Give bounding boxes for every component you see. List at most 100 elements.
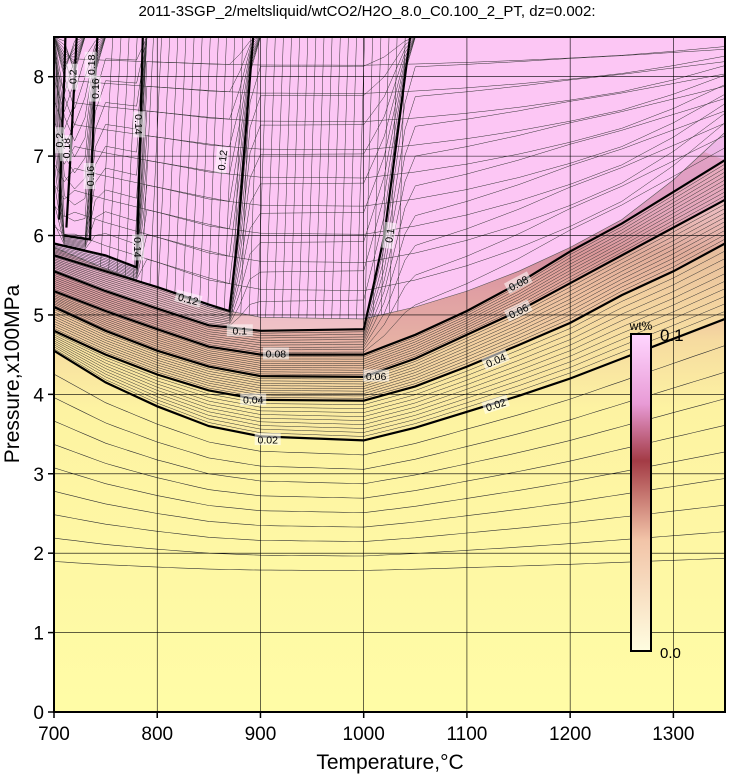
contour-label-group: 0.2: [54, 127, 66, 154]
contour-0_14: [54, 37, 144, 269]
contour-label-group: 0.16: [83, 163, 97, 189]
minor-contour: [54, 37, 725, 320]
x-tick-label: 1100: [446, 724, 487, 745]
minor-contour: [54, 221, 725, 390]
x-tick-label: 1300: [652, 724, 694, 745]
minor-contour: [54, 49, 725, 334]
colorbar-min-label: 0.0: [660, 645, 681, 662]
band-0.04: [54, 199, 725, 401]
contour-label: 0.06: [366, 371, 387, 383]
minor-contour: [54, 425, 725, 499]
minor-contour: [158, 37, 170, 288]
minor-contour: [54, 296, 725, 429]
minor-contour: [273, 37, 284, 318]
minor-contour: [380, 37, 390, 315]
contour-label: 0.18: [86, 54, 98, 75]
minor-contour: [54, 171, 725, 362]
minor-contour: [323, 37, 333, 319]
contour-0_18: [65, 37, 78, 228]
minor-contour: [54, 37, 725, 279]
minor-contour: [54, 191, 725, 373]
minor-contour: [339, 37, 349, 319]
contour-label-group: 0.02: [254, 433, 281, 446]
contour-label-bg: [481, 349, 510, 371]
y-tick-label: 0: [33, 703, 44, 724]
y-tick-label: 6: [33, 227, 44, 248]
minor-contour: [199, 37, 211, 304]
minor-contour: [298, 37, 309, 318]
contour-label-group: 0.18: [84, 51, 98, 78]
y-tick-label: 4: [33, 385, 44, 406]
contour-0_04: [54, 242, 725, 402]
minor-contour: [54, 212, 725, 385]
minor-contour: [54, 179, 725, 367]
contour-label-group: 0.12: [214, 146, 230, 174]
colorbar-unit: wt%: [629, 319, 653, 333]
contour-0_1: [54, 37, 412, 332]
minor-contour: [248, 37, 260, 316]
minor-contour: [100, 37, 114, 267]
contour-label-bg: [363, 369, 390, 382]
minor-contour: [54, 163, 725, 358]
minor-contour: [54, 37, 725, 315]
contour-label-group: 0.14: [132, 111, 146, 138]
y-tick-label: 5: [33, 306, 44, 327]
x-axis-ticks: 700 800 900 1000 1100 1200 1300: [38, 712, 695, 745]
minor-contour: [54, 84, 725, 179]
minor-contour: [54, 238, 725, 399]
minor-contour: [54, 183, 725, 369]
contour-label-bg: [254, 433, 281, 446]
y-tick-label: 3: [33, 465, 44, 486]
contour-label-bg: [133, 111, 146, 138]
contour-label-bg: [54, 127, 65, 154]
contour-label-group: 0.14: [131, 234, 145, 261]
colorbar-max-label: 0.1: [660, 326, 684, 345]
minor-contour: [314, 37, 325, 319]
minor-contour: [364, 37, 373, 319]
minor-contour: [54, 250, 725, 405]
minor-contour: [191, 37, 203, 301]
contour-label-bg: [381, 221, 397, 250]
minor-contour: [54, 175, 725, 364]
minor-contour: [54, 37, 725, 317]
minor-contour: [174, 37, 187, 294]
contour-label-group: 0.06: [363, 369, 390, 383]
contour-label: 0.1: [232, 326, 247, 338]
contour-0_06: [54, 198, 725, 379]
minor-contour: [54, 303, 725, 433]
minor-contour: [54, 122, 725, 291]
minor-contour: [224, 37, 235, 311]
minor-contour: [306, 37, 317, 319]
contour-label-group: 0.04: [240, 393, 267, 407]
minor-contour: [290, 37, 300, 318]
minor-contour: [54, 37, 725, 327]
minor-contour: [281, 37, 292, 318]
chart-title: 2011-3SGP_2/meltsliquid/wtCO2/H2O_8.0_C0…: [138, 3, 595, 20]
contour-label-bg: [240, 393, 267, 406]
minor-contour: [54, 558, 725, 571]
contour-0_12: [54, 37, 255, 313]
minor-contour: [54, 37, 725, 322]
minor-contour: [54, 147, 725, 353]
x-tick-label: 1000: [343, 724, 385, 745]
band-0.02: [54, 243, 725, 441]
plot-frame: [53, 36, 726, 713]
minor-contour: [54, 230, 725, 394]
contour-label: 0.08: [266, 349, 287, 361]
minor-contour: [54, 225, 725, 392]
minor-contour: [54, 37, 725, 313]
minor-contour: [166, 37, 179, 291]
minor-contour: [54, 37, 725, 278]
minor-contour: [54, 55, 725, 113]
contour-label: 0.04: [243, 395, 264, 407]
minor-contour: [54, 398, 725, 485]
minor-contour: [54, 98, 725, 343]
minor-contour: [54, 280, 725, 421]
minor-contour: [54, 288, 725, 425]
contour-label-group: 0.12: [174, 289, 203, 308]
minor-contour: [331, 37, 341, 319]
contour-label: 0.2: [54, 133, 66, 148]
y-tick-label: 2: [33, 544, 44, 565]
